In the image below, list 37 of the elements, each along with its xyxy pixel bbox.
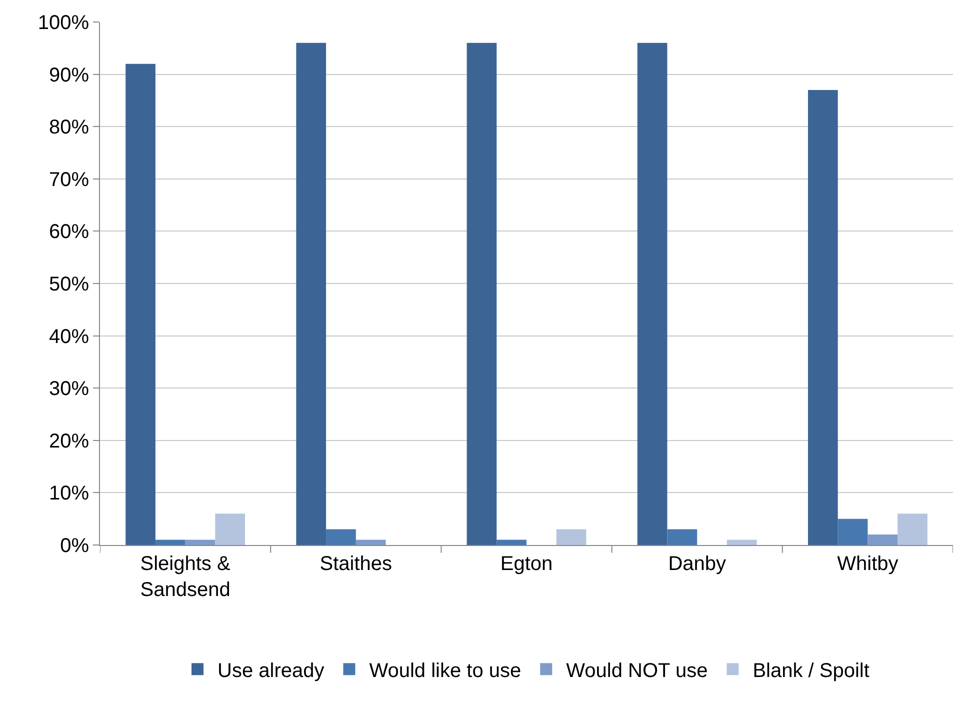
- bar: [296, 42, 326, 545]
- y-tick-label: 60%: [48, 221, 90, 244]
- y-tick-label: 20%: [48, 430, 90, 452]
- y-tick-label: 40%: [48, 326, 90, 348]
- bar: [808, 90, 838, 545]
- bar: [898, 514, 928, 545]
- bar: [496, 540, 526, 545]
- bar: [726, 540, 757, 545]
- legend-label: Would NOT use: [566, 660, 708, 682]
- legend-label: Use already: [218, 660, 324, 682]
- y-tick-label: 80%: [48, 116, 90, 139]
- bar: [556, 529, 586, 545]
- bar: [868, 534, 898, 545]
- x-tick-label: Danby: [668, 553, 726, 575]
- bar: [838, 518, 868, 545]
- bar: [155, 540, 186, 545]
- y-tick-label: 50%: [48, 274, 90, 296]
- y-tick-label: 100%: [38, 12, 90, 34]
- bar: [667, 529, 698, 545]
- y-tick-label: 0%: [60, 535, 90, 557]
- bar: [637, 42, 668, 545]
- bar: [215, 514, 246, 545]
- legend-label: Blank / Spoilt: [752, 660, 870, 682]
- bar: [326, 529, 356, 545]
- x-tick-label: Sleights & Sandsend: [140, 553, 231, 601]
- bar: [466, 42, 497, 545]
- y-tick-label: 10%: [48, 482, 90, 505]
- y-tick-label: 90%: [48, 64, 90, 86]
- bar: [185, 540, 216, 545]
- y-tick-label: 70%: [48, 168, 90, 191]
- legend-label: Would like to use: [369, 660, 522, 682]
- y-tick-label: 30%: [48, 378, 90, 400]
- bar: [126, 64, 156, 545]
- x-tick-label: Egton: [500, 553, 553, 575]
- x-tick-label: Whitby: [837, 553, 898, 575]
- bar: [356, 540, 386, 545]
- x-tick-label: Staithes: [320, 553, 392, 575]
